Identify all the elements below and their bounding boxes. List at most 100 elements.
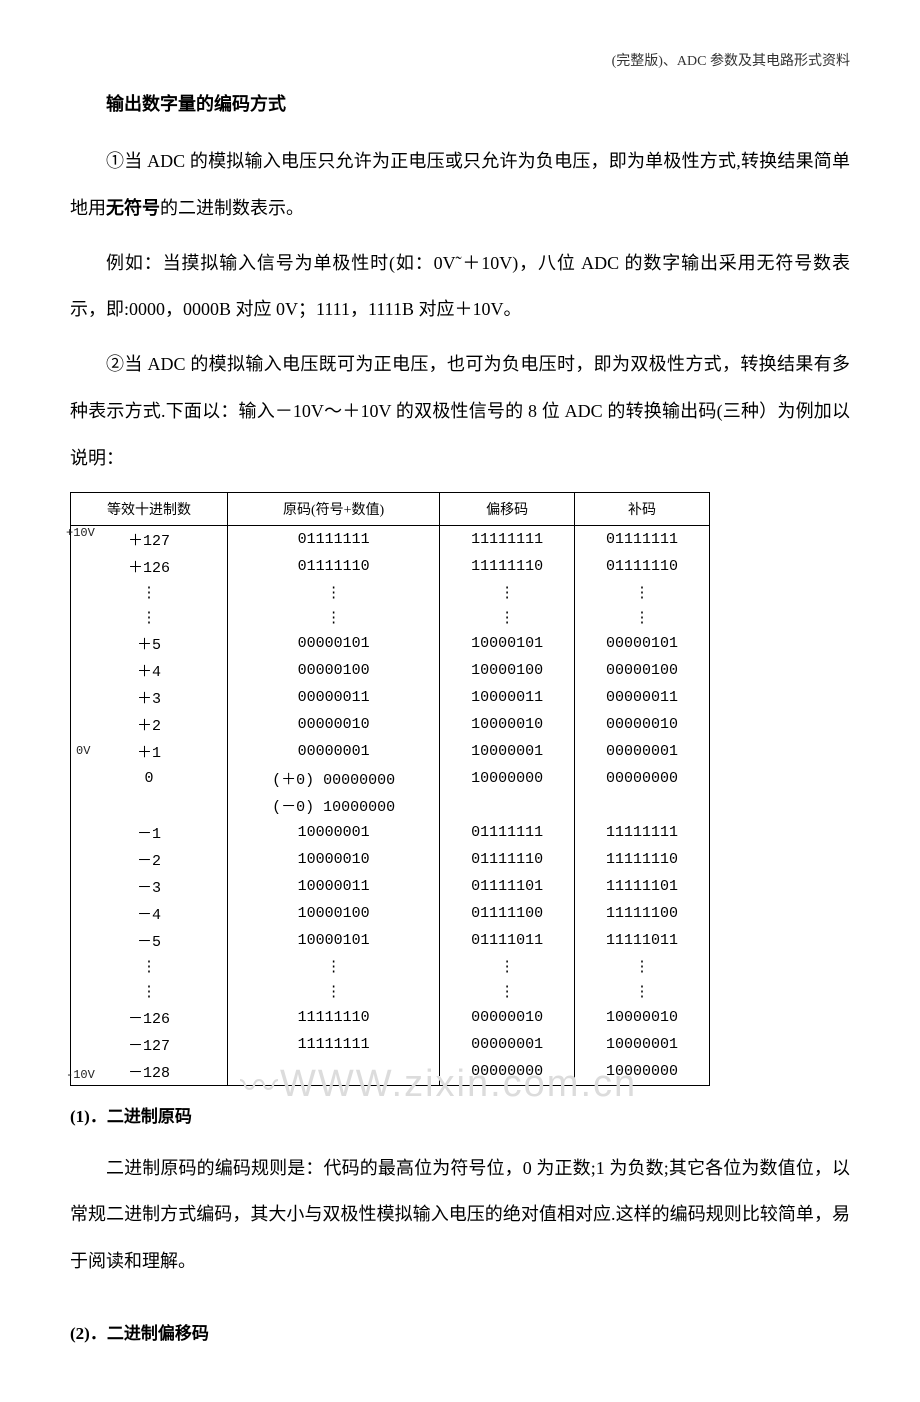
cell-dec: ＋1 bbox=[71, 738, 228, 765]
cell-comp: 10000001 bbox=[575, 1031, 710, 1058]
cell-off: 11111111 bbox=[440, 525, 575, 553]
cell-off: 10000001 bbox=[440, 738, 575, 765]
cell-off: 01111110 bbox=[440, 846, 575, 873]
table-row: －1280000000010000000 bbox=[71, 1058, 710, 1086]
table-row: (－0) 10000000 bbox=[71, 792, 710, 819]
cell-dec: －5 bbox=[71, 927, 228, 954]
cell-dec: 0 bbox=[71, 765, 228, 792]
col-header-off: 偏移码 bbox=[440, 492, 575, 525]
subheading-2: (2)．二进制偏移码 bbox=[70, 1319, 850, 1344]
cell-off: ⋮ bbox=[440, 954, 575, 979]
cell-off: 10000100 bbox=[440, 657, 575, 684]
cell-orig: 00000011 bbox=[228, 684, 440, 711]
table-row: ＋127011111111111111101111111 bbox=[71, 525, 710, 553]
cell-off: ⋮ bbox=[440, 979, 575, 1004]
cell-orig: 10000010 bbox=[228, 846, 440, 873]
cell-comp: 00000000 bbox=[575, 765, 710, 792]
cell-orig: ⋮ bbox=[228, 979, 440, 1004]
section-title: 输出数字量的编码方式 bbox=[70, 90, 850, 116]
cell-orig: ⋮ bbox=[228, 954, 440, 979]
cell-comp: 11111101 bbox=[575, 873, 710, 900]
cell-orig: 10000101 bbox=[228, 927, 440, 954]
cell-dec: ⋮ bbox=[71, 605, 228, 630]
table-row: ⋮⋮⋮⋮ bbox=[71, 954, 710, 979]
cell-off: 00000000 bbox=[440, 1058, 575, 1086]
cell-off: 10000000 bbox=[440, 765, 575, 792]
cell-orig: 00000010 bbox=[228, 711, 440, 738]
table-row: －3100000110111110111111101 bbox=[71, 873, 710, 900]
cell-dec: ＋5 bbox=[71, 630, 228, 657]
cell-comp: 01111111 bbox=[575, 525, 710, 553]
cell-comp: ⋮ bbox=[575, 979, 710, 1004]
cell-dec: －126 bbox=[71, 1004, 228, 1031]
header-note: (完整版)、ADC 参数及其电路形式资料 bbox=[70, 50, 850, 70]
cell-orig: 10000001 bbox=[228, 819, 440, 846]
table-row: －1100000010111111111111111 bbox=[71, 819, 710, 846]
code-table-wrap: 〰WWW.zixin.com.cn +10V 0V -10V 等效十进制数 原码… bbox=[70, 492, 850, 1086]
table-row: －4100001000111110011111100 bbox=[71, 900, 710, 927]
volt-zero-label: 0V bbox=[76, 744, 90, 758]
cell-comp bbox=[575, 792, 710, 819]
cell-orig: ⋮ bbox=[228, 580, 440, 605]
p1-bold: 无符号 bbox=[106, 198, 160, 218]
cell-orig: 00000101 bbox=[228, 630, 440, 657]
table-row: ⋮⋮⋮⋮ bbox=[71, 979, 710, 1004]
col-header-orig: 原码(符号+数值) bbox=[228, 492, 440, 525]
cell-orig: 01111110 bbox=[228, 553, 440, 580]
cell-dec bbox=[71, 792, 228, 819]
cell-off: 10000101 bbox=[440, 630, 575, 657]
cell-orig: 00000100 bbox=[228, 657, 440, 684]
cell-dec: ⋮ bbox=[71, 954, 228, 979]
cell-dec: －127 bbox=[71, 1031, 228, 1058]
paragraph-3: ②当 ADC 的模拟输入电压既可为正电压，也可为负电压时，即为双极性方式，转换结… bbox=[70, 341, 850, 481]
cell-comp: 00000011 bbox=[575, 684, 710, 711]
cell-dec: －4 bbox=[71, 900, 228, 927]
cell-orig: 00000001 bbox=[228, 738, 440, 765]
col-header-dec: 等效十进制数 bbox=[71, 492, 228, 525]
cell-dec: ＋2 bbox=[71, 711, 228, 738]
paragraph-2: 例如：当摸拟输入信号为单极性时(如：0V˜＋10V)，八位 ADC 的数字输出采… bbox=[70, 240, 850, 334]
subpara-1: 二进制原码的编码规则是：代码的最高位为符号位，0 为正数;1 为负数;其它各位为… bbox=[70, 1145, 850, 1285]
cell-dec: －2 bbox=[71, 846, 228, 873]
cell-off bbox=[440, 792, 575, 819]
cell-off: 00000010 bbox=[440, 1004, 575, 1031]
cell-orig: (－0) 10000000 bbox=[228, 792, 440, 819]
volt-top-label: +10V bbox=[66, 526, 95, 540]
cell-comp: 11111111 bbox=[575, 819, 710, 846]
cell-dec: ⋮ bbox=[71, 979, 228, 1004]
cell-comp: ⋮ bbox=[575, 605, 710, 630]
volt-bottom-label: -10V bbox=[66, 1068, 95, 1082]
cell-dec: ⋮ bbox=[71, 580, 228, 605]
cell-comp: 00000101 bbox=[575, 630, 710, 657]
table-row: ＋2000000101000001000000010 bbox=[71, 711, 710, 738]
cell-dec: －3 bbox=[71, 873, 228, 900]
table-row: ＋4000001001000010000000100 bbox=[71, 657, 710, 684]
cell-comp: 11111110 bbox=[575, 846, 710, 873]
cell-orig: 10000100 bbox=[228, 900, 440, 927]
p1-part-b: 的二进制数表示。 bbox=[160, 198, 304, 218]
table-row: －5100001010111101111111011 bbox=[71, 927, 710, 954]
table-row: ⋮⋮⋮⋮ bbox=[71, 605, 710, 630]
table-row: ＋3000000111000001100000011 bbox=[71, 684, 710, 711]
subheading-1: (1)．二进制原码 bbox=[70, 1102, 850, 1127]
cell-off: ⋮ bbox=[440, 580, 575, 605]
cell-comp: 00000100 bbox=[575, 657, 710, 684]
cell-off: 00000001 bbox=[440, 1031, 575, 1058]
cell-orig: 11111111 bbox=[228, 1031, 440, 1058]
cell-orig: 10000011 bbox=[228, 873, 440, 900]
table-row: ＋1000000011000000100000001 bbox=[71, 738, 710, 765]
cell-dec: ＋4 bbox=[71, 657, 228, 684]
cell-comp: 00000001 bbox=[575, 738, 710, 765]
cell-off: 01111111 bbox=[440, 819, 575, 846]
cell-comp: 00000010 bbox=[575, 711, 710, 738]
table-row: －126111111100000001010000010 bbox=[71, 1004, 710, 1031]
cell-off: 10000010 bbox=[440, 711, 575, 738]
cell-orig bbox=[228, 1058, 440, 1086]
cell-orig: 01111111 bbox=[228, 525, 440, 553]
cell-comp: 11111100 bbox=[575, 900, 710, 927]
cell-orig: 11111110 bbox=[228, 1004, 440, 1031]
cell-comp: ⋮ bbox=[575, 580, 710, 605]
code-table: 等效十进制数 原码(符号+数值) 偏移码 补码 ＋127011111111111… bbox=[70, 492, 710, 1086]
cell-comp: ⋮ bbox=[575, 954, 710, 979]
table-row: 0(＋0) 000000001000000000000000 bbox=[71, 765, 710, 792]
